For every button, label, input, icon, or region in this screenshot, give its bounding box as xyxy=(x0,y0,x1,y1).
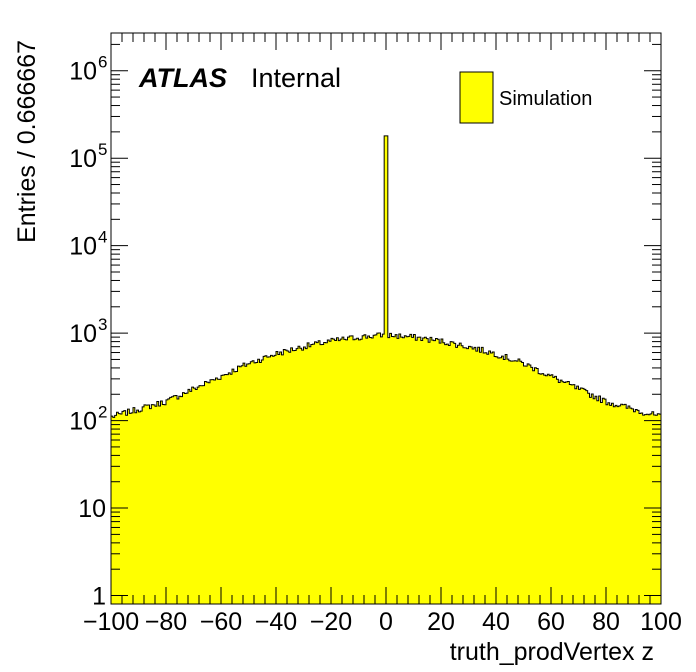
y-tick-exponent: 5 xyxy=(98,140,107,159)
x-tick-label: 60 xyxy=(537,608,565,636)
plot-frame xyxy=(110,32,662,605)
x-axis-title: truth_prodVertex z xyxy=(450,638,654,666)
x-tick-label: −20 xyxy=(310,608,352,636)
y-axis-title: Entries / 0.666667 xyxy=(13,40,41,243)
y-tick-label: 10 xyxy=(69,408,97,436)
legend-swatch-simulation xyxy=(459,71,494,124)
y-tick-exponent: 2 xyxy=(98,403,107,422)
y-tick-exponent: 4 xyxy=(98,228,107,247)
y-tick-label: 1 xyxy=(92,583,106,611)
y-tick-label: 10 xyxy=(69,233,97,261)
x-tick-label: −100 xyxy=(83,608,139,636)
y-tick-label: 10 xyxy=(78,495,106,523)
histogram-fill xyxy=(111,135,661,604)
x-tick-label: −60 xyxy=(200,608,242,636)
x-tick-label: 80 xyxy=(592,608,620,636)
x-tick-labels: −100 −80 −60 −40 −20 0 20 40 60 80 100 xyxy=(83,608,682,636)
x-tick-label: 100 xyxy=(640,608,682,636)
x-tick-label: 40 xyxy=(482,608,510,636)
axis-ticks xyxy=(110,33,662,604)
x-tick-label: 20 xyxy=(427,608,455,636)
x-tick-label: 0 xyxy=(379,608,393,636)
histogram-outline xyxy=(111,135,661,418)
y-tick-label: 10 xyxy=(69,58,97,86)
y-tick-label: 10 xyxy=(69,320,97,348)
y-tick-exponent: 3 xyxy=(98,315,107,334)
x-tick-label: −80 xyxy=(145,608,187,636)
legend-label-simulation: Simulation xyxy=(499,88,592,110)
atlas-label: ATLAS xyxy=(138,63,227,93)
y-tick-exponent: 6 xyxy=(98,53,107,72)
y-tick-label: 10 xyxy=(69,145,97,173)
x-tick-label: −40 xyxy=(255,608,297,636)
internal-label: Internal xyxy=(251,63,341,93)
